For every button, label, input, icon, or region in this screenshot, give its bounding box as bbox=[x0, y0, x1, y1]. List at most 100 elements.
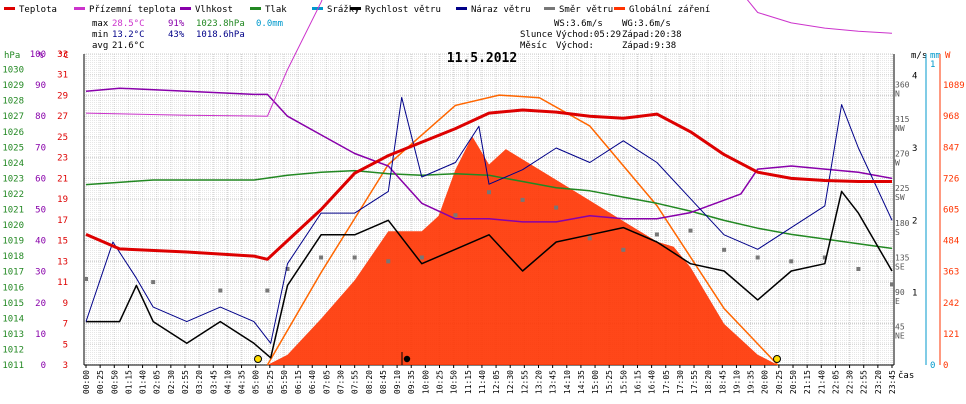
legend-label: Rychlost větru bbox=[365, 5, 441, 15]
axis-tick-label: 30 bbox=[35, 268, 46, 278]
legend-swatch bbox=[614, 7, 625, 10]
axis-tick-label: 1016 bbox=[2, 283, 24, 293]
axis-tick-label: 23 bbox=[57, 154, 68, 164]
axis-degc: 3 5 7 9 11 13 15 17 19 21 23 25 27 29 31 33 bbox=[57, 50, 68, 371]
sun-rise: Východ:05:29 bbox=[556, 30, 621, 40]
x-tick-label: 20:50 bbox=[789, 370, 798, 394]
legend-swatch bbox=[544, 7, 555, 10]
x-tick-label: 16:40 bbox=[648, 370, 657, 394]
chart-title: 11.5.2012 bbox=[447, 51, 517, 66]
x-tick-label: 00:50 bbox=[110, 370, 119, 394]
axis-tick-label: 484 bbox=[943, 237, 959, 247]
x-tick-label: 03:20 bbox=[195, 370, 204, 394]
axis-tick-label: 29 bbox=[57, 91, 68, 101]
stats-avg-label: avg bbox=[92, 41, 108, 51]
axis-tick-label: 1026 bbox=[2, 128, 24, 138]
axis-mm: 01 bbox=[925, 54, 941, 371]
x-tick-label: 06:15 bbox=[294, 370, 303, 394]
axis-tick-label: 19 bbox=[57, 195, 68, 205]
series-ground-temp-line bbox=[85, 0, 893, 117]
unit-mm: mm bbox=[930, 51, 941, 61]
axis-tick-label: 2 bbox=[912, 216, 917, 226]
x-tick-label: 06:40 bbox=[308, 370, 317, 394]
series-wind-direction-point bbox=[265, 288, 270, 293]
legend-label: Přízemní teplota bbox=[89, 5, 176, 15]
x-tick-label: 05:50 bbox=[280, 370, 289, 394]
series-wind-direction-point bbox=[151, 280, 156, 285]
stats-max-label: max bbox=[92, 19, 109, 29]
axis-tick-label: 60 bbox=[35, 174, 46, 184]
sunset-marker bbox=[773, 355, 781, 363]
axis-tick-label: 5 bbox=[63, 340, 68, 350]
axis-tick-label: 3 bbox=[912, 144, 917, 154]
axis-tick-label: 1017 bbox=[2, 268, 24, 278]
axis-tick-label: 605 bbox=[943, 206, 959, 216]
axis-tick-label: 1 bbox=[930, 60, 935, 70]
axis-tick-label: 315 bbox=[895, 115, 910, 124]
x-tick-label: 10:25 bbox=[436, 370, 445, 394]
axis-w: 0 121 242 363 484 605 726 847 968 1089 bbox=[943, 81, 965, 371]
stats-max-press: 1023.8hPa bbox=[196, 19, 245, 29]
series-wind-direction-point bbox=[822, 255, 827, 260]
x-tick-label: 10:50 bbox=[450, 370, 459, 394]
sun-label: Slunce bbox=[520, 30, 553, 40]
unit-ms: m/s bbox=[911, 51, 927, 61]
axis-tick-label: 847 bbox=[943, 143, 959, 153]
series-temperature-line bbox=[85, 108, 892, 261]
axis-tick-label: 100 bbox=[30, 50, 46, 60]
x-tick-label: 17:30 bbox=[676, 370, 685, 394]
axis-tick-label: 1012 bbox=[2, 345, 24, 355]
x-tick-label: 05:00 bbox=[252, 370, 261, 394]
stats-avg-temp: 21.6°C bbox=[112, 41, 145, 51]
series-wind-direction-point bbox=[419, 255, 424, 260]
series-wind-direction-point bbox=[789, 259, 794, 264]
legend-swatch bbox=[456, 7, 467, 10]
moonset-marker bbox=[403, 355, 411, 363]
x-tick-label: 15:50 bbox=[619, 370, 628, 394]
astro-block: WS:3.6m/s WG:3.6m/s Slunce Východ:05:29 … bbox=[520, 19, 682, 51]
legend-label: Tlak bbox=[265, 5, 287, 15]
x-tick-label: 23:45 bbox=[888, 370, 897, 394]
moon-rise: Východ: bbox=[556, 41, 594, 51]
axis-tick-label: 9 bbox=[63, 299, 68, 309]
series-wind-direction-point bbox=[722, 247, 727, 252]
unit-time: čas bbox=[898, 370, 914, 381]
axis-tick-label: 1023 bbox=[2, 174, 24, 184]
series-wind-direction-point bbox=[487, 190, 491, 195]
axis-tick-label: 1011 bbox=[2, 361, 24, 371]
x-tick-label: 11:40 bbox=[478, 370, 487, 394]
x-tick-label: 22:55 bbox=[860, 370, 869, 394]
stats-max-hum: 91% bbox=[168, 19, 185, 29]
axis-tick-label: 1022 bbox=[2, 190, 24, 200]
axis-tick-label: 225 bbox=[895, 184, 910, 193]
stats-block: max 28.5°C 91% 1023.8hPa 0.0mm min 13.2°… bbox=[92, 19, 283, 51]
unit-pct: % bbox=[38, 51, 44, 61]
legend-label: Srážky bbox=[327, 5, 360, 15]
axis-tick-label: 90 bbox=[35, 81, 46, 91]
x-tick-label: 12:30 bbox=[506, 370, 515, 394]
axis-tick-label: 1013 bbox=[2, 330, 24, 340]
series-wind-direction-point bbox=[319, 255, 324, 260]
axis-tick-label: 1028 bbox=[2, 97, 24, 107]
stats-max-rain: 0.0mm bbox=[256, 19, 283, 29]
axis-tick-label: 21 bbox=[57, 174, 68, 184]
x-tick-label: 08:45 bbox=[379, 370, 388, 394]
unit-labels: hPa % °C m/s mm W čas bbox=[4, 51, 951, 381]
x-tick-label: 16:15 bbox=[633, 370, 642, 394]
axis-tick-label: 1018 bbox=[2, 252, 24, 262]
unit-hpa: hPa bbox=[4, 51, 20, 61]
axis-pct: 0 10 20 30 40 50 60 70 80 90 100 bbox=[30, 50, 46, 371]
axis-tick-label: 0 bbox=[41, 361, 46, 371]
axis-tick-label: 180 bbox=[895, 219, 910, 228]
legend-swatch bbox=[250, 7, 261, 10]
series-wind-direction-point bbox=[890, 282, 894, 287]
series-humidity-line bbox=[85, 87, 893, 223]
axis-time: 00:00 00:25 00:50 01:15 01:40 02:05 02:30 02:55… bbox=[82, 365, 897, 394]
series-wind-direction-point bbox=[453, 213, 458, 218]
axis-tick-label: 11 bbox=[57, 278, 68, 288]
axis-hpa: 1011 1012 1013 1014 1015 1016 1017 1018 1019 1020… bbox=[2, 66, 24, 371]
x-tick-label: 20:25 bbox=[775, 370, 784, 394]
